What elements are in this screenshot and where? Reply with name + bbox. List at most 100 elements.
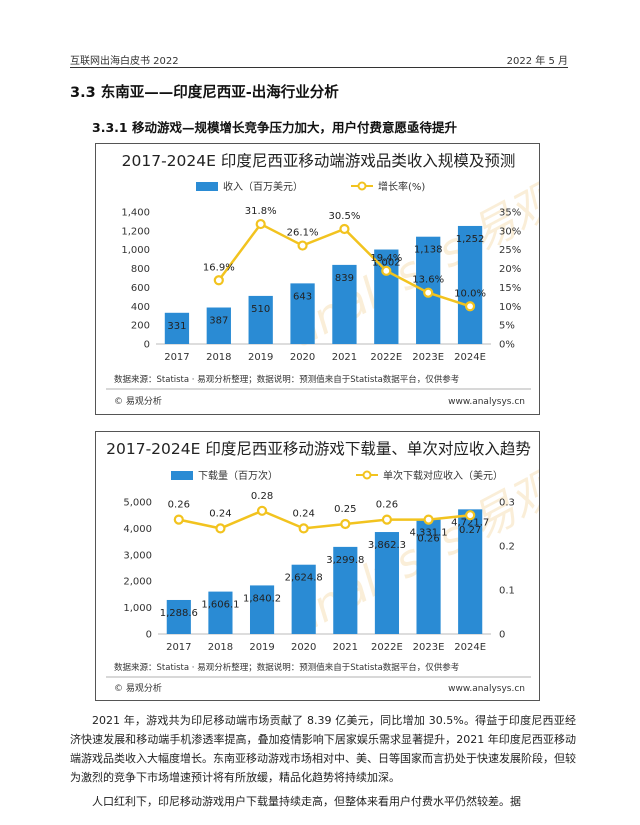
right-axis-tick: 30%	[499, 226, 521, 237]
left-axis-tick: 0	[144, 340, 150, 351]
bar-value-label: 4,331.1	[409, 528, 447, 539]
subsection-heading: 3.3.1 移动游戏—规模增长竞争压力加大，用户付费意愿亟待提升	[92, 120, 457, 135]
chart-footer-url: www.analysys.cn	[448, 397, 525, 407]
bar-value-label: 3,299.8	[326, 555, 364, 566]
bar-value-label: 1,002	[372, 258, 401, 269]
left-axis-tick: 0	[146, 630, 152, 641]
line-value-label: 0.27	[459, 525, 481, 536]
bar-value-label: 839	[335, 273, 354, 284]
legend-line-marker	[362, 470, 372, 480]
bar-value-label: 1,288.6	[160, 608, 198, 619]
section-heading: 3.3 东南亚——印度尼西亚-出海行业分析	[70, 85, 339, 101]
line-point	[423, 287, 434, 298]
left-axis-tick: 1,200	[121, 226, 150, 237]
legend-bar-label: 收入（百万美元）	[223, 180, 303, 193]
right-axis-tick: 0.3	[499, 498, 515, 509]
line-value-label: 0.26	[168, 500, 190, 511]
bar	[332, 264, 357, 344]
bar	[333, 546, 358, 634]
line-point	[464, 301, 476, 312]
header-date: 2022 年 5 月	[506, 56, 568, 67]
right-axis-tick: 0.1	[499, 586, 515, 597]
line-point	[381, 514, 393, 525]
chart-source: 数据来源：Statista · 易观分析整理；数据说明：预测值来自于Statis…	[114, 662, 459, 673]
left-axis-tick: 1,000	[121, 245, 150, 256]
line-point	[381, 265, 392, 276]
category-label: 2021	[332, 352, 357, 363]
bar	[457, 225, 483, 344]
category-label: 2020	[290, 352, 315, 363]
bar	[374, 249, 399, 344]
category-label: 2022E	[371, 642, 403, 653]
line-point	[213, 275, 224, 286]
bar	[291, 564, 316, 634]
legend-bar-label: 下载量（百万次）	[198, 469, 278, 482]
series-line	[178, 509, 471, 530]
right-axis-tick: 0.2	[499, 542, 515, 553]
line-value-label: 0.26	[376, 500, 398, 511]
bar	[374, 532, 400, 634]
bar	[458, 509, 483, 634]
body-paragraph-1: 2021 年，游戏共为印尼移动端市场贡献了 8.39 亿美元，同比增加 30.5…	[70, 711, 576, 787]
category-label: 2017	[164, 352, 189, 363]
body-paragraph-2: 人口红利下，印尼移动游戏用户下载量持续走高，但整体来看用户付费水平仍然较差。据	[70, 792, 576, 811]
line-value-label: 30.5%	[329, 211, 361, 222]
line-value-label: 0.28	[251, 491, 273, 502]
legend-line-label: 增长率(%)	[378, 180, 425, 193]
category-label: 2017	[166, 642, 191, 653]
right-axis-tick: 10%	[499, 302, 521, 313]
right-axis-tick: 20%	[499, 264, 521, 275]
line-value-label: 0.24	[209, 508, 231, 519]
line-point	[423, 514, 434, 525]
bar-value-label: 387	[209, 316, 228, 327]
watermark-text: analysys 易观分析	[281, 432, 540, 646]
bar-value-label: 510	[251, 304, 270, 315]
bar-value-label: 643	[293, 291, 312, 302]
category-label: 2024E	[454, 352, 486, 363]
bar-value-label: 1,138	[414, 245, 443, 256]
category-label: 2023E	[412, 352, 444, 363]
chart-title: 2017-2024E 印度尼西亚移动游戏下载量、单次对应收入趋势	[106, 439, 531, 458]
line-point	[340, 518, 351, 530]
chart-source: 数据来源：Statista · 易观分析整理；数据说明：预测值来自于Statis…	[114, 374, 459, 385]
left-axis-tick: 1,000	[123, 603, 152, 614]
category-label: 2024E	[454, 642, 486, 653]
page-header: 互联网出海白皮书 2022 2022 年 5 月	[70, 50, 568, 68]
left-axis-tick: 5,000	[123, 498, 152, 509]
body-paragraph-2-text: 人口红利下，印尼移动游戏用户下载量持续走高，但整体来看用户付费水平仍然较差。据	[92, 795, 521, 808]
category-label: 2023E	[413, 642, 445, 653]
right-axis-tick: 0%	[499, 340, 515, 351]
line-point	[339, 223, 350, 235]
bar-value-label: 1,840.2	[243, 593, 281, 604]
bar	[290, 283, 315, 344]
line-point	[297, 240, 308, 251]
bar-value-label: 3,862.3	[368, 540, 406, 551]
legend-line-label: 单次下载对应收入（美元）	[383, 469, 503, 482]
legend-bar-swatch	[171, 471, 193, 480]
category-label: 2019	[248, 352, 273, 363]
legend-bar-swatch	[196, 182, 218, 191]
category-label: 2019	[249, 642, 274, 653]
right-axis-tick: 35%	[499, 208, 521, 219]
bar	[166, 599, 191, 634]
right-axis-tick: 5%	[499, 321, 515, 332]
header-title: 互联网出海白皮书 2022	[70, 56, 179, 67]
category-label: 2018	[206, 352, 231, 363]
line-point	[256, 505, 268, 516]
line-value-label: 0.26	[417, 534, 439, 545]
line-point	[173, 514, 184, 525]
line-point	[465, 510, 476, 521]
left-axis-tick: 2,000	[123, 577, 152, 588]
line-value-label: 19.4%	[370, 253, 402, 264]
chart-title: 2017-2024E 印度尼西亚移动端游戏品类收入规模及预测	[122, 152, 516, 170]
left-axis-tick: 600	[131, 283, 150, 294]
category-label: 2022E	[370, 352, 402, 363]
left-axis-tick: 200	[131, 321, 150, 332]
bar-value-label: 1,252	[456, 234, 485, 245]
line-value-label: 26.1%	[287, 228, 319, 239]
chart-footer-url: www.analysys.cn	[448, 684, 525, 694]
line-value-label: 0.25	[334, 504, 356, 515]
bar	[249, 585, 275, 634]
